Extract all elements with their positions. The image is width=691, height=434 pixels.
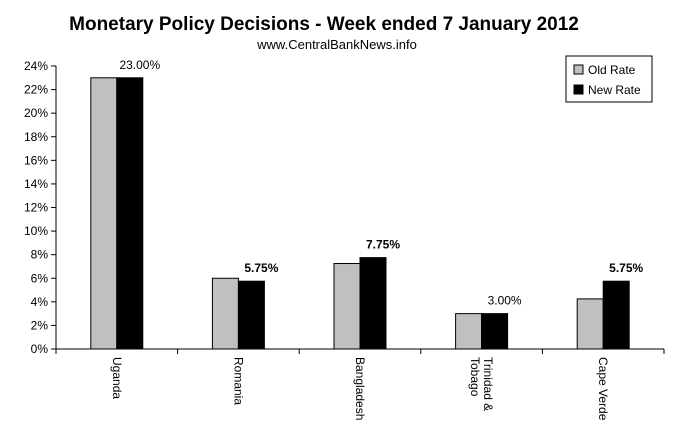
- x-tick-label-line: Romania: [231, 357, 245, 405]
- y-tick-label: 8%: [31, 248, 49, 262]
- y-tick-label: 16%: [24, 153, 48, 167]
- y-tick-label: 0%: [31, 342, 49, 356]
- bar-new-rate: [602, 280, 630, 350]
- x-tick-label-group: Bangladesh: [353, 357, 367, 420]
- legend-swatch: [573, 64, 584, 75]
- x-tick-label-line: Uganda: [110, 357, 124, 399]
- y-tick-label: 14%: [24, 177, 48, 191]
- y-tick-label: 22%: [24, 83, 48, 97]
- x-tick-label-line: Bangladesh: [353, 357, 367, 420]
- y-tick-label: 2%: [31, 318, 49, 332]
- data-label: 3.00%: [488, 294, 522, 308]
- data-label: 5.75%: [609, 261, 643, 275]
- chart-title: Monetary Policy Decisions - Week ended 7…: [69, 14, 579, 35]
- legend-swatch: [573, 84, 584, 95]
- x-tick-label-line: Trinidad &: [481, 357, 495, 411]
- data-label: 23.00%: [119, 58, 160, 72]
- bar-new-rate: [237, 280, 265, 350]
- bar-new-rate: [359, 257, 387, 350]
- y-tick-label: 20%: [24, 106, 48, 120]
- data-label: 7.75%: [366, 238, 400, 252]
- y-tick-label: 4%: [31, 295, 49, 309]
- y-tick-label: 18%: [24, 130, 48, 144]
- bar-old-rate: [455, 313, 483, 350]
- data-labels: 23.00% 5.75% 7.75% 3.00% 5.75%: [119, 58, 643, 308]
- x-tick-label: Trinidad &Tobago: [468, 357, 495, 411]
- bar-old-rate: [333, 263, 361, 350]
- x-tick-label-group: Uganda: [110, 357, 124, 399]
- legend-label: New Rate: [588, 83, 641, 97]
- x-tick-label: Bangladesh: [353, 357, 367, 420]
- chart-subtitle: www.CentralBankNews.info: [256, 37, 417, 52]
- x-tick-label: Cape Verde: [596, 357, 610, 421]
- y-tick-label: 24%: [24, 59, 48, 73]
- legend: Old Rate New Rate: [565, 55, 653, 103]
- data-label: 5.75%: [244, 261, 278, 275]
- x-tick-label-group: Romania: [231, 357, 245, 405]
- bar-new-rate: [481, 313, 509, 350]
- y-tick-label: 12%: [24, 201, 48, 215]
- y-tick-label: 10%: [24, 224, 48, 238]
- x-tick-label: Uganda: [110, 357, 124, 399]
- bar-new-rate: [116, 77, 144, 350]
- bars: [90, 77, 630, 350]
- x-tick-label-line: Cape Verde: [596, 357, 610, 421]
- x-tick-label-line: Tobago: [468, 357, 482, 397]
- legend-label: Old Rate: [588, 63, 636, 77]
- bar-old-rate: [576, 298, 604, 350]
- x-tick-label-group: Cape Verde: [596, 357, 610, 421]
- x-tick-label: Romania: [231, 357, 245, 405]
- axes: 0% 2% 4% 6% 8% 10% 12% 14% 16% 18% 20% 22% 24% Uganda…: [24, 59, 665, 421]
- bar-old-rate: [211, 277, 239, 350]
- bar-old-rate: [90, 77, 118, 350]
- x-tick-label-group: Trinidad &Tobago: [468, 357, 495, 411]
- y-tick-label: 6%: [31, 271, 49, 285]
